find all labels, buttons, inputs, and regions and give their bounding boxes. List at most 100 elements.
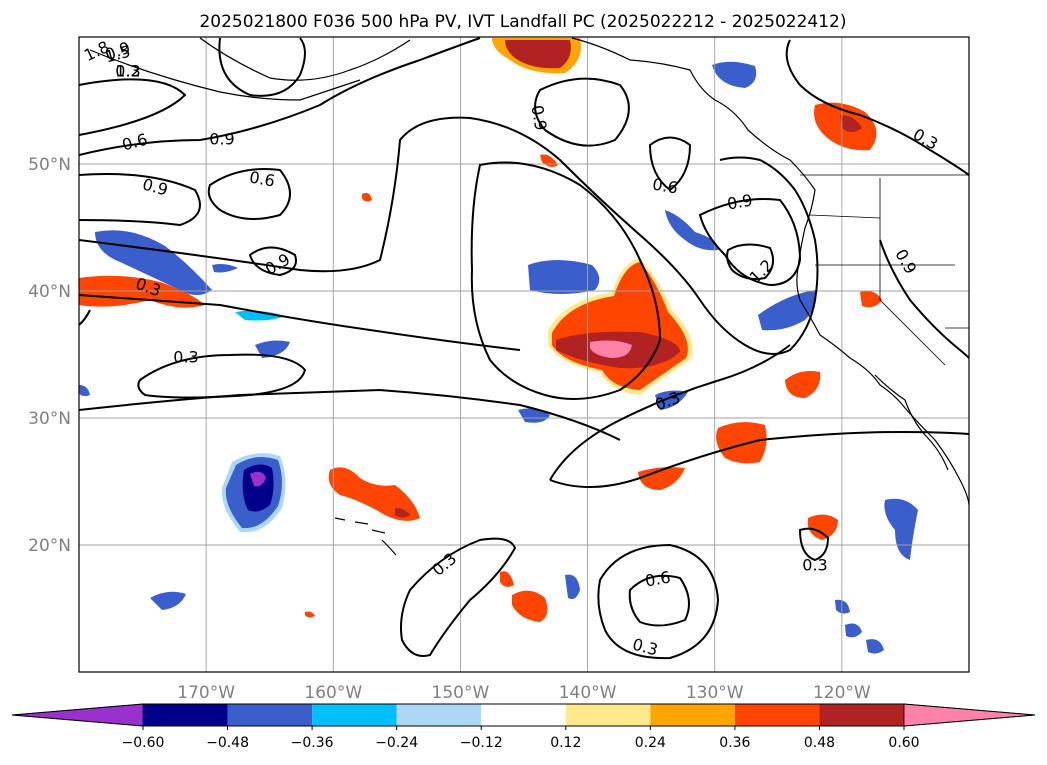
latitude-labels: 50°N 40°N 30°N 20°N [28,155,71,556]
negative-anomaly-small-5 [866,639,884,654]
contour-line [726,243,775,280]
contour-line [549,344,791,481]
colorbar-tick-label: 0.24 [635,735,666,751]
contour-line [785,39,969,176]
contour-line [79,309,91,326]
contour-line [470,161,662,400]
colorbar-extend-low [11,703,144,727]
pv-contours [79,37,969,660]
positive-anomaly-baja [785,371,821,398]
colorbar-tick-label: −0.48 [206,735,249,751]
negative-anomaly-small-1 [255,340,290,358]
longitude-tick-label: 120°W [813,683,871,703]
contour-line [79,78,187,136]
figure-title: 2025021800 F036 500 hPa PV, IVT Landfall… [199,12,846,32]
contour-label: 0.3 [429,549,461,580]
colorbar: −0.60 −0.48 −0.36 −0.24 −0.12 0.12 0.24 0.36 0.4… [11,703,1036,751]
positive-anomaly-gulf-alaska-core [505,40,571,69]
negative-anomaly-small-6 [235,310,285,321]
contour-label: 0.3 [173,348,198,367]
map-area: 1.81.51.20.90.60.90.60.90.90.60.90.91.20… [79,37,969,672]
contour-line [79,388,621,441]
colorbar-segment [734,704,820,726]
positive-anomaly-small-1 [860,291,882,308]
colorbar-tick-label: 0.36 [719,735,750,751]
contour-label: 0.9 [262,250,294,279]
contour-line [879,239,969,359]
colorbar-segment [819,704,904,726]
positive-anomaly-small-5 [305,611,315,618]
longitude-tick-label: 150°W [432,683,490,703]
state-borders [800,174,969,366]
negative-anomaly-central-core [242,464,274,512]
contour-line [698,198,802,287]
contour-line [79,294,521,351]
contour-label: 0.6 [120,130,150,155]
contour-line [79,173,201,227]
contour-label: 0.9 [726,190,754,213]
latitude-tick-label: 50°N [28,155,71,175]
contour-line [218,37,306,97]
contour-line [549,430,969,488]
colorbar-tick-label: 0.12 [550,735,581,751]
colorbar-segment [481,704,566,726]
longitude-tick-label: 160°W [304,683,362,703]
positive-anomaly-small-4 [362,192,372,202]
latitude-tick-label: 20°N [28,536,71,556]
colorbar-extend-high [903,703,1036,727]
negative-anomaly-east-mid [528,260,600,294]
contour-label: 0.9 [527,104,550,132]
positive-anomaly-south-2 [638,467,685,490]
colorbar-tick-label: 0.60 [888,735,919,751]
hawaii-islands [334,517,397,556]
positive-anomaly-east-pacific-peak [590,340,632,358]
negative-anomaly-small-3 [212,264,238,273]
contour-label: 1.2 [115,62,140,81]
negative-anomaly-south-2 [150,591,186,610]
contour-label: 0.9 [141,175,171,200]
contour-line [648,136,692,192]
positive-anomaly-south-3 [512,590,548,622]
negative-anomaly-small-8 [79,385,90,397]
map-frame [78,36,970,673]
negative-anomaly-central-peak [250,471,266,487]
positive-anomaly-bc-core [840,115,862,132]
colorbar-tick-label: 0.48 [804,735,835,751]
contour-line [534,77,630,147]
positive-anomaly-small-3 [500,571,514,587]
contour-label: 0.3 [802,556,827,575]
colorbar-segment [143,704,228,726]
positive-anomaly-south [716,422,767,464]
longitude-tick-label: 140°W [559,683,617,703]
colorbar-tick-label: −0.12 [460,735,503,751]
alaska-coast [199,37,411,81]
latitude-tick-label: 40°N [28,282,71,302]
negative-anomaly-small-4 [845,623,862,638]
oregon-washington-border [809,214,881,219]
contour-label: 0.6 [248,167,276,190]
contour-label: 0.6 [651,174,679,197]
contour-label: 0.3 [115,62,140,81]
contour-line [248,246,297,277]
contour-label: 0.9 [209,130,234,149]
aleutian-islands [89,49,361,101]
colorbar-segment [227,704,313,726]
negative-anomaly-mid-2 [665,210,719,251]
contour-line [400,537,517,657]
shaded-fields [79,38,918,654]
contour-line [798,527,830,562]
colorbar-segment [396,704,482,726]
negative-anomaly-south-1 [518,408,550,423]
baja-coast [874,374,949,471]
contour-line [137,353,307,399]
positive-anomaly-west [79,275,205,308]
positive-anomaly-hawaii [328,467,420,521]
contour-line [207,168,291,220]
contour-line [79,116,819,355]
longitude-tick-label: 170°W [177,683,235,703]
contour-label: 0.3 [910,125,942,154]
colorbar-segment [312,704,397,726]
contour-label: 0.6 [644,567,672,590]
longitude-labels: 170°W 160°W 150°W 140°W 130°W 120°W [177,683,871,703]
negative-anomaly-mexico [884,498,918,560]
